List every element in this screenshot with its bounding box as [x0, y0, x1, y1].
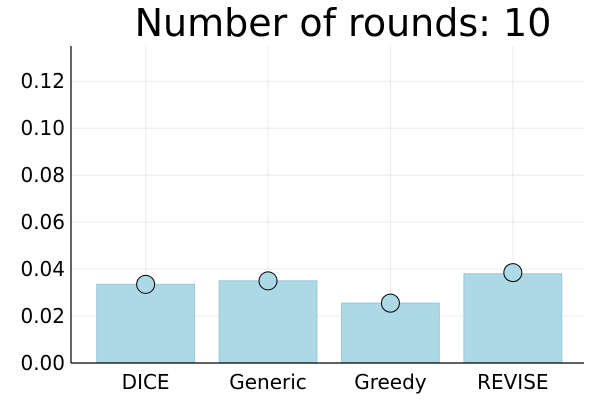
- bar-greedy: [341, 302, 440, 364]
- y-tick-label: 0.08: [20, 163, 65, 187]
- chart-title: Number of rounds: 10: [135, 1, 552, 45]
- marker-revise: [503, 263, 523, 283]
- markers: [136, 263, 523, 313]
- y-tick-label: 0.00: [20, 351, 65, 375]
- axes: [70, 46, 584, 364]
- x-tick-label: REVISE: [477, 370, 548, 394]
- bar-dice: [96, 283, 196, 364]
- x-tick-labels: DICE Generic Greedy REVISE: [122, 370, 549, 394]
- y-tick-label: 0.10: [20, 116, 65, 140]
- x-tick-label: Greedy: [354, 370, 427, 394]
- marker-generic: [258, 271, 278, 291]
- bar-revise: [463, 273, 563, 364]
- x-tick-label: Generic: [229, 370, 307, 394]
- y-tick-label: 0.04: [20, 257, 65, 281]
- y-tick-label: 0.02: [20, 304, 65, 328]
- bar-generic: [218, 280, 318, 364]
- x-tick-label: DICE: [122, 370, 170, 394]
- marker-greedy: [380, 293, 400, 313]
- bars: [96, 273, 563, 364]
- y-tick-labels: 0.00 0.02 0.04 0.06 0.08 0.10 0.12: [20, 69, 65, 375]
- marker-dice: [136, 274, 156, 294]
- y-tick-label: 0.06: [20, 210, 65, 234]
- y-tick-label: 0.12: [20, 69, 65, 93]
